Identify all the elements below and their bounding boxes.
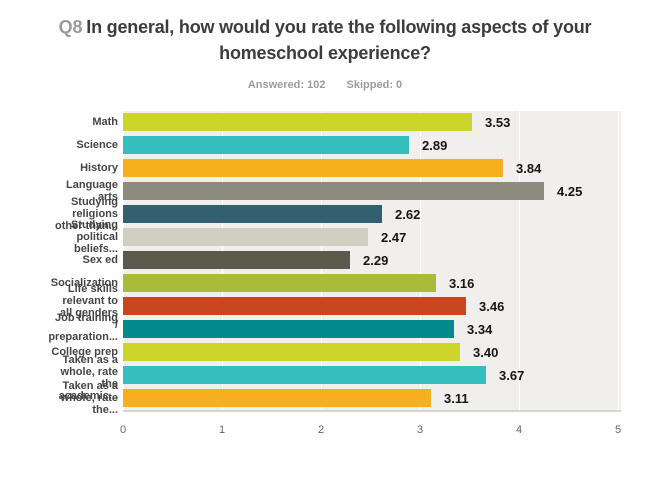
- bar-language-arts: [123, 182, 544, 200]
- question-title: Q8 In general, how would you rate the fol…: [0, 14, 650, 66]
- bar-value-label: 3.84: [516, 161, 542, 176]
- bar-value-label: 2.89: [422, 138, 448, 153]
- bar-history: [123, 159, 503, 177]
- x-tick-label: 4: [515, 424, 523, 436]
- bar-value-label: 3.11: [444, 391, 469, 406]
- category-label: Taken as a whole, rate the academic...: [58, 354, 118, 402]
- bar-value-label: 3.40: [473, 345, 499, 360]
- question-title-line2: homeschool experience?: [219, 43, 431, 63]
- bar-studying-political-beliefs: [123, 228, 368, 246]
- bar-value-label: 3.46: [479, 299, 505, 314]
- grid-line: [519, 111, 520, 410]
- response-stats: Answered: 102 Skipped: 0: [0, 79, 650, 91]
- category-label: Science: [76, 139, 118, 151]
- bar-taken-as-a-whole-rate-the-academic: [123, 366, 486, 384]
- bar-value-label: 3.16: [449, 276, 475, 291]
- bar-value-label: 2.47: [381, 230, 407, 245]
- category-label: Socialization: [50, 277, 118, 289]
- bar-science: [123, 136, 409, 154]
- horizontal-bar-chart: Math Science History Language arts Studying …: [0, 111, 650, 456]
- bar-value-label: 4.25: [557, 184, 583, 199]
- bar-value-label: 3.53: [485, 115, 511, 130]
- bar-life-skills-relevant-to-all-genders-preparation: [123, 297, 466, 315]
- category-label: College prep: [51, 346, 118, 358]
- bar-value-label: 2.62: [395, 207, 421, 222]
- bar-socialization: [123, 274, 436, 292]
- bar-college-prep: [123, 343, 460, 361]
- category-label: History: [80, 162, 118, 174]
- question-number: Q8: [58, 17, 83, 37]
- bar-taken-as-a-whole-rate-the: [123, 389, 431, 407]
- grid-line: [420, 111, 421, 410]
- x-tick-label: 0: [119, 424, 127, 436]
- bar-value-label: 3.67: [499, 368, 525, 383]
- category-label: Job training: [55, 312, 118, 324]
- bar-studying-religions-other-than: [123, 205, 382, 223]
- plot-area: 3.53 2.89 3.84 4.25 2.62 2.47 2.29 3.16 3.46 3.34…: [123, 111, 621, 412]
- category-label: Math: [92, 116, 118, 128]
- category-label: Language arts: [66, 179, 118, 203]
- bar-value-label: 2.29: [363, 253, 389, 268]
- x-tick-label: 5: [614, 424, 622, 436]
- bar-job-training: [123, 320, 454, 338]
- x-tick-label: 3: [416, 424, 424, 436]
- bar-value-label: 3.34: [467, 322, 493, 337]
- question-title-line1-wrap: Q8 In general, how would you rate the fol…: [0, 14, 650, 40]
- bar-math: [123, 113, 472, 131]
- category-label: Taken as a whole, rate the...: [60, 380, 118, 416]
- x-tick-label: 2: [317, 424, 325, 436]
- question-title-line1: In general, how would you rate the follo…: [86, 17, 592, 37]
- bar-sex-ed: [123, 251, 350, 269]
- answered-count: Answered: 102: [247, 79, 326, 91]
- category-label: Life skills relevant to all genders / pr…: [48, 283, 118, 343]
- grid-line: [618, 111, 619, 410]
- skipped-count: Skipped: 0: [346, 79, 403, 91]
- x-tick-label: 1: [218, 424, 226, 436]
- category-label: Sex ed: [82, 254, 118, 266]
- category-label: Studying religions other than...: [55, 196, 118, 232]
- category-label: Studying political beliefs...: [70, 219, 118, 255]
